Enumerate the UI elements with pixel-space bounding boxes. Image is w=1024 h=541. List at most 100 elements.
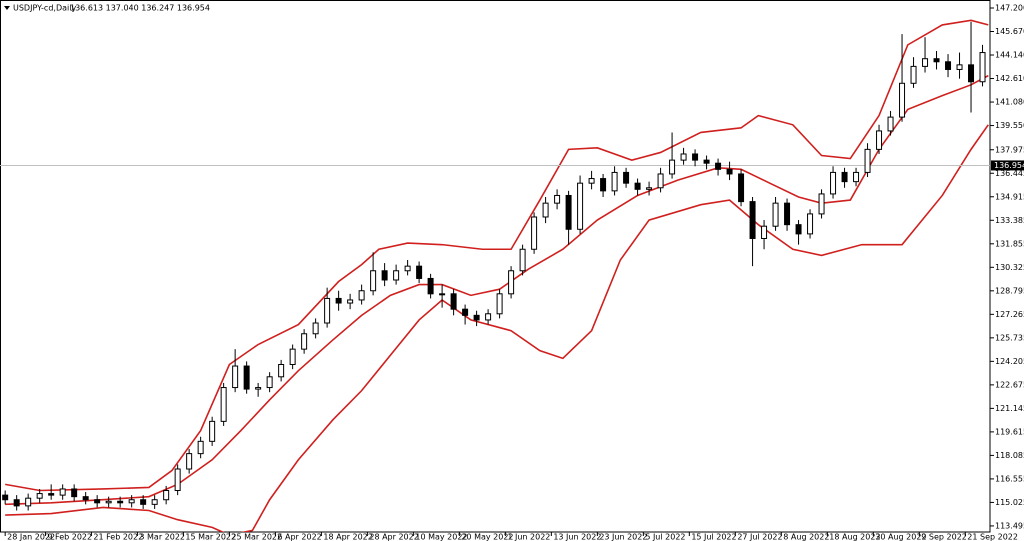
candle-body bbox=[151, 499, 158, 505]
x-tick-label: 1 Jun 2022 bbox=[507, 533, 550, 541]
x-tick-label: 9 Sep 2022 bbox=[921, 533, 967, 541]
candle-body bbox=[715, 162, 722, 170]
candle-body bbox=[634, 182, 641, 190]
y-tick-label: 139.550 bbox=[995, 121, 1024, 130]
y-tick-label: 147.200 bbox=[995, 3, 1024, 12]
candle-body bbox=[393, 270, 400, 281]
candle-body bbox=[266, 376, 273, 389]
chart-subtitle: 136.613 137.040 136.247 136.954 bbox=[70, 4, 210, 13]
y-tick-label: 113.495 bbox=[995, 521, 1024, 530]
y-tick-label: 118.085 bbox=[995, 451, 1024, 460]
candle-body bbox=[945, 61, 952, 70]
candle-body bbox=[163, 490, 170, 501]
candle-body bbox=[13, 499, 20, 507]
candle-body bbox=[94, 499, 101, 504]
x-tick-label: 13 Jun 2022 bbox=[553, 533, 601, 541]
candle-body bbox=[496, 293, 503, 315]
candle-body bbox=[82, 496, 89, 501]
candle-body bbox=[887, 116, 894, 132]
candle-body bbox=[519, 248, 526, 272]
y-tick-label: 121.145 bbox=[995, 404, 1024, 413]
candle-body bbox=[36, 493, 43, 499]
candle-body bbox=[370, 270, 377, 292]
candle-body bbox=[853, 171, 860, 183]
candle-body bbox=[657, 173, 664, 189]
plot-area bbox=[0, 19, 990, 532]
candle-body bbox=[289, 348, 296, 366]
x-tick-label: 3 Mar 2022 bbox=[139, 533, 185, 541]
candle-body bbox=[600, 178, 607, 192]
candle-body bbox=[301, 333, 308, 350]
candle-body bbox=[462, 308, 469, 316]
candle-body bbox=[784, 202, 791, 226]
candle-body bbox=[197, 440, 204, 455]
candle-body bbox=[312, 322, 319, 335]
candle-body bbox=[933, 58, 940, 63]
candle-body bbox=[473, 314, 480, 321]
candle-body bbox=[680, 153, 687, 161]
candle-body bbox=[186, 453, 193, 470]
candle-body bbox=[2, 494, 9, 501]
candle-body bbox=[485, 313, 492, 321]
y-tick-label: 136.445 bbox=[995, 169, 1024, 178]
candle-body bbox=[71, 488, 78, 498]
x-tick-label: 30 Aug 2022 bbox=[875, 533, 926, 541]
y-tick-label: 144.140 bbox=[995, 51, 1024, 60]
y-tick-label: 124.205 bbox=[995, 357, 1024, 366]
candle-body bbox=[255, 387, 262, 390]
candle-body bbox=[979, 52, 986, 83]
y-tick-label: 119.615 bbox=[995, 427, 1024, 436]
candle-body bbox=[922, 58, 929, 67]
candle-body bbox=[243, 365, 250, 390]
x-tick-label: 28 Apr 2022 bbox=[369, 533, 418, 541]
candle-body bbox=[554, 194, 561, 204]
candle-body bbox=[174, 468, 181, 492]
band-line bbox=[5, 19, 989, 492]
band-line bbox=[5, 124, 989, 532]
candle-body bbox=[910, 65, 917, 84]
y-tick-label: 115.025 bbox=[995, 498, 1024, 507]
candle-body bbox=[818, 193, 825, 215]
x-tick-label: 15 Jul 2022 bbox=[691, 533, 736, 541]
x-tick-label: 21 Feb 2022 bbox=[93, 533, 143, 541]
candle-body bbox=[508, 270, 515, 295]
candle-body bbox=[876, 130, 883, 150]
candle-body bbox=[588, 178, 595, 184]
candle-body bbox=[324, 297, 331, 324]
candle-body bbox=[692, 153, 699, 161]
candle-body bbox=[105, 500, 112, 504]
candle-body bbox=[335, 297, 342, 304]
candle-body bbox=[542, 202, 549, 218]
candle-body bbox=[726, 168, 733, 175]
y-tick-label: 137.975 bbox=[995, 145, 1024, 154]
candle-body bbox=[48, 493, 55, 496]
x-tick-label: 27 Jul 2022 bbox=[737, 533, 782, 541]
candle-body bbox=[807, 213, 814, 235]
x-tick-label: 28 Jan 2022 bbox=[7, 533, 55, 541]
candle-body bbox=[577, 182, 584, 230]
y-tick-label: 142.610 bbox=[995, 74, 1024, 83]
candle-body bbox=[669, 159, 676, 175]
candle-body bbox=[220, 387, 227, 422]
x-tick-label: 6 Apr 2022 bbox=[277, 533, 321, 541]
y-tick-label: 125.735 bbox=[995, 333, 1024, 342]
candle-body bbox=[232, 365, 239, 389]
x-tick-label: 21 Sep 2022 bbox=[967, 533, 1018, 541]
candle-body bbox=[140, 499, 147, 505]
candle-body bbox=[761, 225, 768, 239]
candle-body bbox=[749, 201, 756, 239]
y-tick-label: 128.795 bbox=[995, 286, 1024, 295]
candle-body bbox=[427, 277, 434, 295]
y-tick-label: 127.265 bbox=[995, 310, 1024, 319]
candle-body bbox=[278, 364, 285, 378]
y-tick-label: 133.385 bbox=[995, 216, 1024, 225]
candle-body bbox=[450, 293, 457, 310]
candle-body bbox=[404, 265, 411, 272]
candle-body bbox=[565, 194, 572, 230]
candle-body bbox=[358, 290, 365, 301]
candle-body bbox=[416, 265, 423, 279]
candle-body bbox=[117, 500, 124, 504]
x-tick-label: 25 Mar 2022 bbox=[231, 533, 282, 541]
y-tick-label: 116.555 bbox=[995, 474, 1024, 483]
